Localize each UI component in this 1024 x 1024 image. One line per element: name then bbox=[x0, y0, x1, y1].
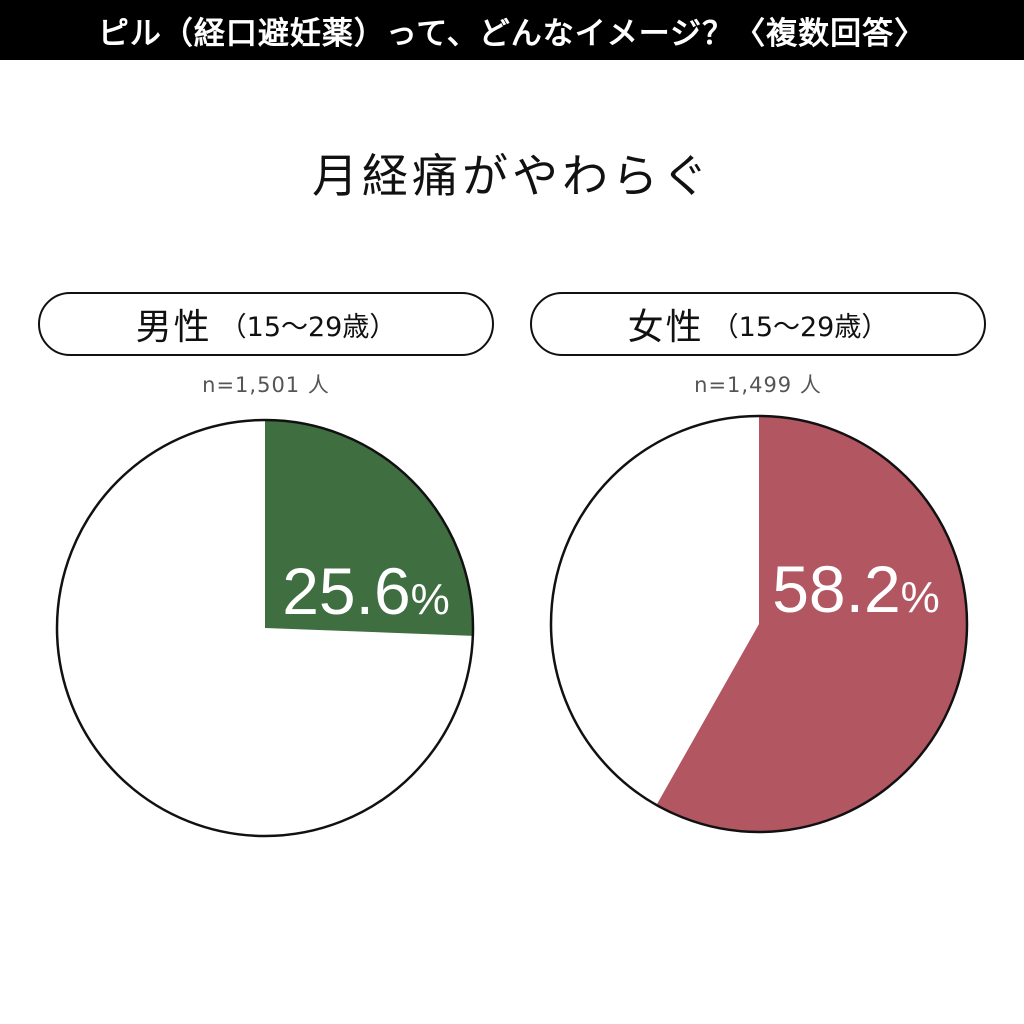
male-pie-outline bbox=[55, 418, 475, 838]
male-group-label: 男性 （15〜29歳） bbox=[38, 292, 494, 356]
male-pie: 25.6% bbox=[55, 418, 475, 838]
female-label: 女性 bbox=[627, 307, 704, 348]
female-pie-value-slice bbox=[656, 416, 967, 832]
male-pie-value-slice bbox=[265, 420, 473, 636]
female-sample-size: n=1,499 人 bbox=[694, 373, 822, 397]
male-sample-size: n=1,501 人 bbox=[202, 373, 330, 397]
female-pie-value-label: 58.2% bbox=[772, 552, 940, 626]
header-title: ピル（経口避妊薬）って、どんなイメージ？〈複数回答〉 bbox=[97, 15, 927, 52]
female-pie-outline bbox=[549, 414, 969, 834]
female-group-label: 女性 （15〜29歳） bbox=[530, 292, 986, 356]
male-pie-value-label: 25.6% bbox=[282, 554, 450, 628]
header-bar: ピル（経口避妊薬）って、どんなイメージ？〈複数回答〉 bbox=[0, 0, 1024, 60]
female-age-label: （15〜29歳） bbox=[711, 311, 889, 343]
chart-title: 月経痛がやわらぐ bbox=[312, 149, 712, 203]
male-label: 男性 bbox=[135, 307, 212, 348]
male-age-label: （15〜29歳） bbox=[219, 311, 397, 343]
female-pie: 58.2% bbox=[549, 414, 969, 834]
